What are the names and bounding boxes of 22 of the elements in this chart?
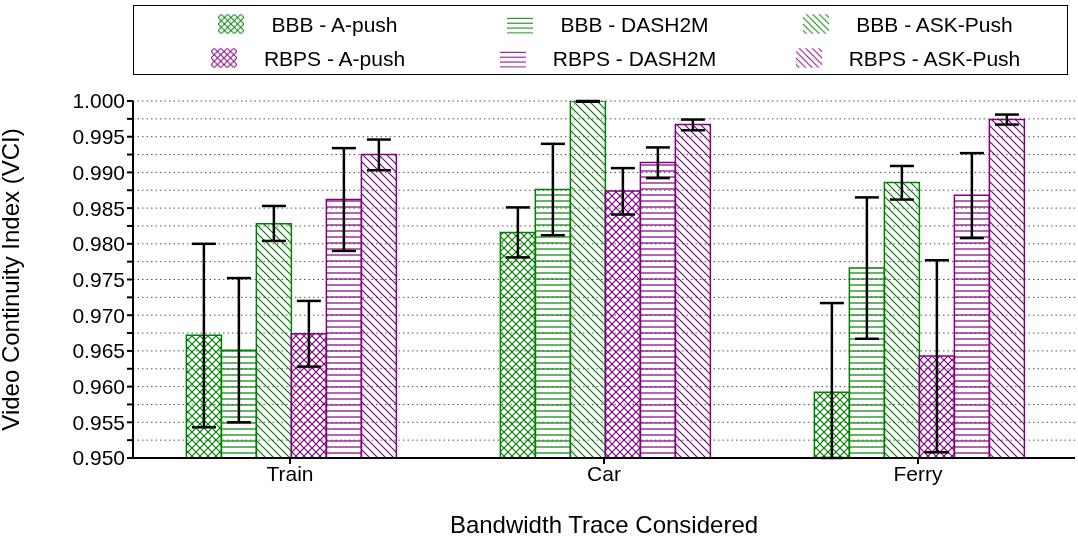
- y-tick-label: 0.990: [72, 160, 125, 184]
- legend-label: RBPS - ASK-Push: [848, 47, 1021, 70]
- legend-label: BBB - ASK-Push: [856, 13, 1013, 36]
- y-tick-label: 0.965: [72, 339, 125, 363]
- y-tick-label: 1.000: [72, 89, 125, 113]
- y-tick-label: 0.955: [72, 410, 125, 434]
- y-tick-label: 0.985: [72, 196, 125, 220]
- y-axis-title: Video Continuity Index (VCI): [0, 128, 24, 431]
- x-tick-label: Train: [266, 461, 314, 485]
- legend-label: RBPS - DASH2M: [552, 47, 717, 70]
- legend-label: BBB - DASH2M: [560, 13, 709, 36]
- x-tick-label: Car: [587, 461, 621, 485]
- legend-label: RBPS - A-push: [263, 47, 406, 70]
- y-tick-label: 0.950: [72, 446, 125, 470]
- y-tick-label: 0.975: [72, 267, 125, 291]
- legend-label: BBB - A-push: [271, 13, 398, 36]
- y-tick-label: 0.960: [72, 375, 125, 399]
- y-tick-label: 0.995: [72, 125, 125, 149]
- x-tick-label: Ferry: [893, 461, 943, 485]
- y-tick-label: 0.980: [72, 232, 125, 256]
- x-axis-title: Bandwidth Trace Considered: [449, 511, 759, 538]
- y-tick-label: 0.970: [72, 303, 125, 327]
